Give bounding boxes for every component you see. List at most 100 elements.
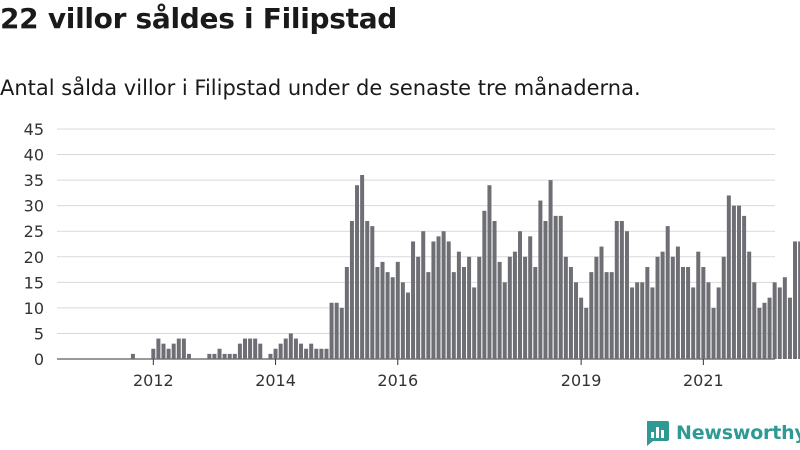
y-tick-label: 0 bbox=[34, 350, 44, 369]
bar bbox=[212, 353, 217, 359]
y-tick-label: 15 bbox=[24, 273, 44, 292]
bar bbox=[558, 215, 563, 359]
bar bbox=[624, 231, 629, 359]
bar bbox=[645, 267, 650, 359]
bar bbox=[726, 195, 731, 359]
bar bbox=[309, 343, 314, 359]
newsworthy-logo-icon bbox=[647, 421, 669, 446]
bar bbox=[742, 215, 747, 359]
bar bbox=[752, 282, 757, 359]
bar bbox=[324, 348, 329, 359]
bar bbox=[299, 343, 304, 359]
y-tick-label: 45 bbox=[24, 120, 44, 139]
bar bbox=[461, 267, 466, 359]
y-tick-label: 10 bbox=[24, 299, 44, 318]
bar bbox=[441, 231, 446, 359]
x-tick-label: 2012 bbox=[133, 371, 174, 390]
bar bbox=[543, 221, 548, 359]
bar bbox=[237, 343, 242, 359]
bar bbox=[360, 175, 365, 359]
bar bbox=[156, 338, 161, 359]
bar bbox=[304, 348, 309, 359]
bar bbox=[548, 180, 553, 359]
bar bbox=[400, 282, 405, 359]
bar bbox=[793, 241, 798, 359]
bar bbox=[319, 348, 324, 359]
bar bbox=[487, 185, 492, 359]
bar bbox=[767, 297, 772, 359]
bar bbox=[477, 256, 482, 359]
y-tick-label: 35 bbox=[24, 171, 44, 190]
bar bbox=[696, 251, 701, 359]
bar bbox=[777, 287, 782, 359]
bar bbox=[711, 307, 716, 359]
bar bbox=[716, 287, 721, 359]
bar bbox=[670, 256, 675, 359]
bar bbox=[772, 282, 777, 359]
bar bbox=[609, 272, 614, 359]
bar bbox=[731, 205, 736, 359]
bar bbox=[273, 348, 278, 359]
bar bbox=[395, 261, 400, 359]
bar bbox=[329, 302, 334, 359]
x-tick-label: 2021 bbox=[683, 371, 724, 390]
bar bbox=[675, 246, 680, 359]
bar bbox=[660, 251, 665, 359]
bar bbox=[416, 256, 421, 359]
bar bbox=[161, 343, 166, 359]
bar bbox=[680, 267, 685, 359]
bar bbox=[604, 272, 609, 359]
bar bbox=[390, 277, 395, 359]
x-axis-ticks: 2012201420162019202120232025 bbox=[133, 359, 724, 390]
bar bbox=[355, 185, 360, 359]
bar bbox=[151, 348, 156, 359]
bar bbox=[798, 241, 800, 359]
newsworthy-logo-text: Newsworthy bbox=[676, 422, 800, 444]
x-tick-label: 2016 bbox=[377, 371, 418, 390]
bar bbox=[207, 353, 212, 359]
page-title: 22 villor såldes i Filipstad bbox=[0, 2, 398, 35]
bar bbox=[528, 236, 533, 359]
bar bbox=[436, 236, 441, 359]
y-tick-label: 20 bbox=[24, 248, 44, 267]
y-tick-label: 25 bbox=[24, 222, 44, 241]
bar bbox=[589, 272, 594, 359]
bar bbox=[579, 297, 584, 359]
bar bbox=[365, 221, 370, 359]
bar bbox=[451, 272, 456, 359]
bar bbox=[691, 287, 696, 359]
bar bbox=[278, 343, 283, 359]
bar bbox=[619, 221, 624, 359]
bar bbox=[630, 287, 635, 359]
bar bbox=[538, 200, 543, 359]
bar bbox=[456, 251, 461, 359]
bar bbox=[431, 241, 436, 359]
bar bbox=[370, 226, 375, 359]
bar bbox=[472, 287, 477, 359]
bar bbox=[599, 246, 604, 359]
bar bbox=[293, 338, 298, 359]
bar bbox=[283, 338, 288, 359]
bar bbox=[701, 267, 706, 359]
bar bbox=[594, 256, 599, 359]
x-tick-label: 2019 bbox=[561, 371, 602, 390]
bar bbox=[650, 287, 655, 359]
bar bbox=[166, 348, 171, 359]
bar bbox=[314, 348, 319, 359]
bar bbox=[446, 241, 451, 359]
y-tick-label: 5 bbox=[34, 324, 44, 343]
bar bbox=[186, 353, 191, 359]
bar bbox=[467, 256, 472, 359]
bar bbox=[787, 297, 792, 359]
bar bbox=[553, 215, 558, 359]
y-tick-label: 30 bbox=[24, 197, 44, 216]
bar bbox=[782, 277, 787, 359]
bar bbox=[288, 333, 293, 359]
bar bbox=[655, 256, 660, 359]
bar bbox=[762, 302, 767, 359]
bar bbox=[640, 282, 645, 359]
bar bbox=[721, 256, 726, 359]
y-tick-label: 40 bbox=[24, 146, 44, 165]
bar bbox=[268, 353, 273, 359]
bar bbox=[665, 226, 670, 359]
